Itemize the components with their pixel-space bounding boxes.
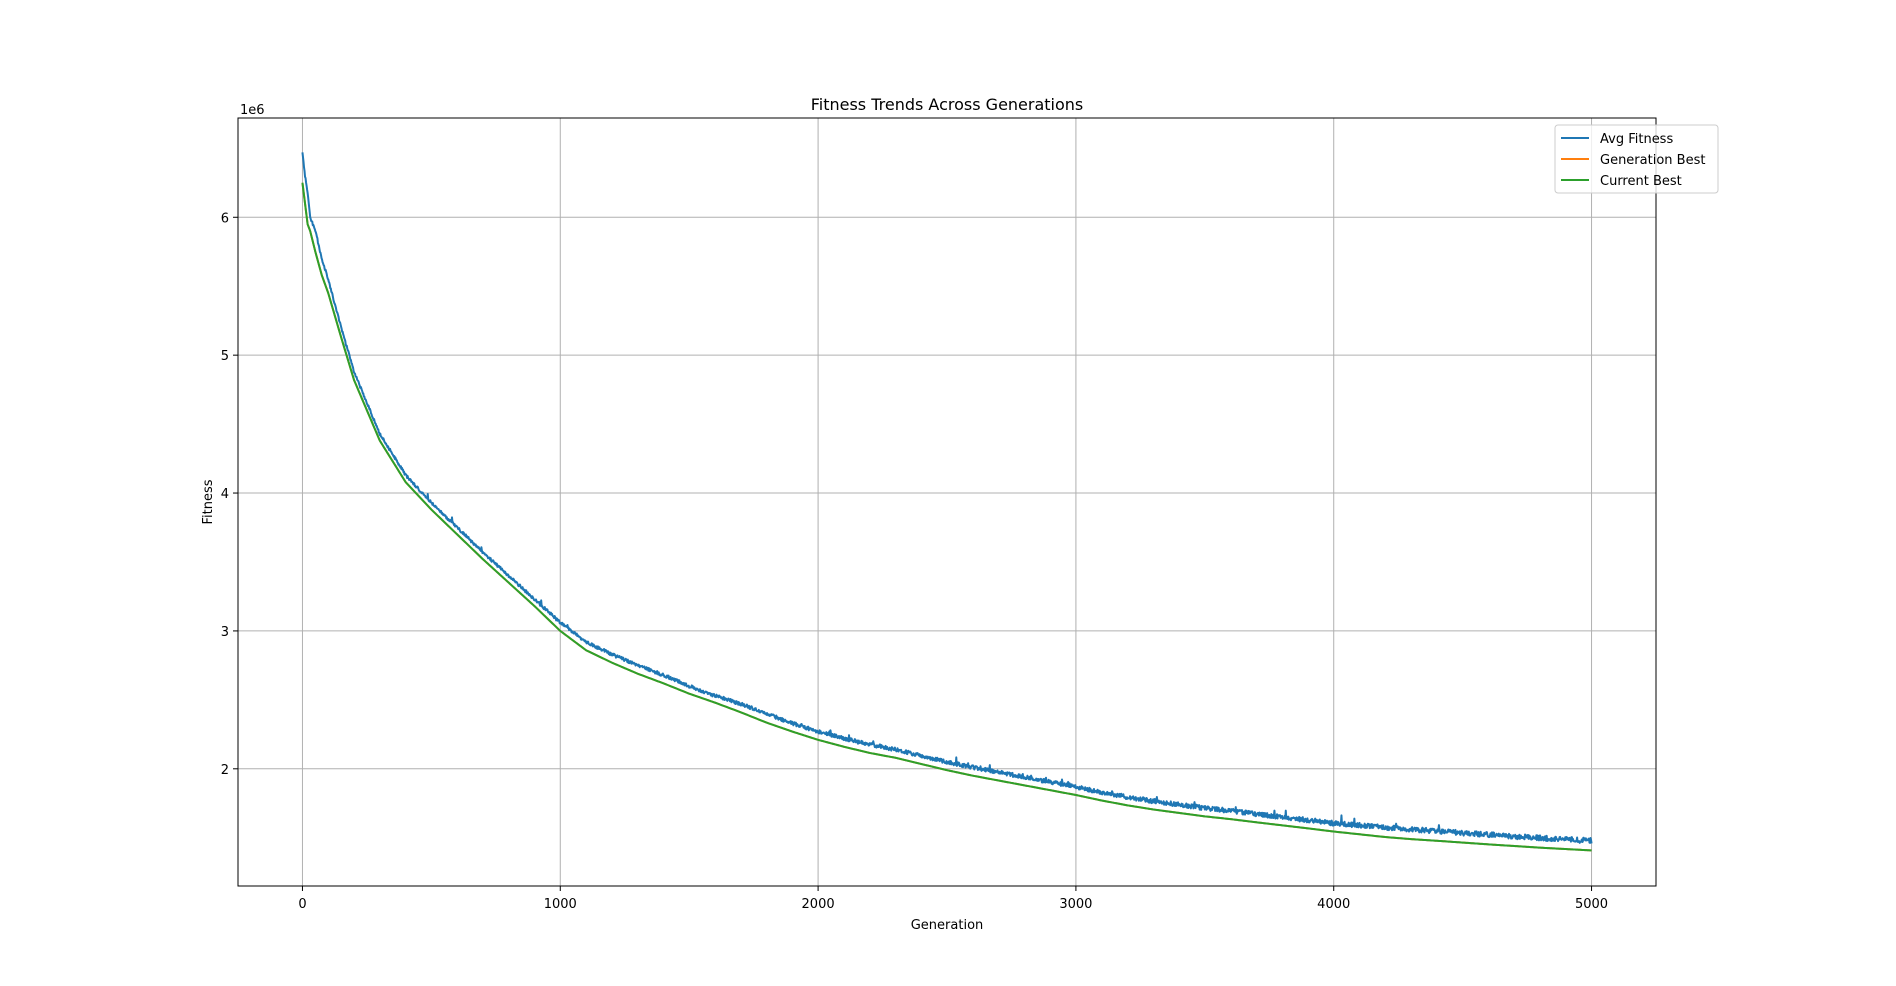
x-tick-label: 4000 [1317, 897, 1350, 912]
x-axis-label: Generation [911, 918, 984, 933]
series-layer [301, 152, 1593, 852]
y-axis-offset-label: 1e6 [240, 103, 265, 118]
axis-ticks: 0 1000 2000 3000 4000 5000 2 3 4 5 6 [221, 211, 1608, 912]
legend-label: Avg Fitness [1600, 132, 1673, 147]
y-tick-label: 6 [221, 211, 229, 226]
series-line-avg-fitness [301, 152, 1593, 844]
plot-frame [237, 117, 1657, 887]
x-tick-label: 1000 [544, 897, 577, 912]
legend-box [1554, 124, 1719, 194]
chart-title: Fitness Trends Across Generations [811, 95, 1084, 114]
grid [238, 118, 1656, 886]
legend-label: Generation Best [1600, 153, 1705, 168]
x-tick-label: 3000 [1059, 897, 1092, 912]
x-tick-label: 5000 [1575, 897, 1608, 912]
legend-label: Current Best [1600, 174, 1682, 189]
y-tick-label: 4 [221, 487, 229, 502]
x-tick-label: 2000 [802, 897, 835, 912]
legend: Avg Fitness Generation Best Current Best [1554, 124, 1719, 194]
x-tick-label: 0 [298, 897, 306, 912]
y-tick-label: 3 [221, 625, 229, 640]
series-line-current-best [301, 182, 1592, 852]
y-tick-label: 5 [221, 349, 229, 364]
y-tick-label: 2 [221, 763, 229, 778]
y-axis-label: Fitness [201, 479, 216, 524]
